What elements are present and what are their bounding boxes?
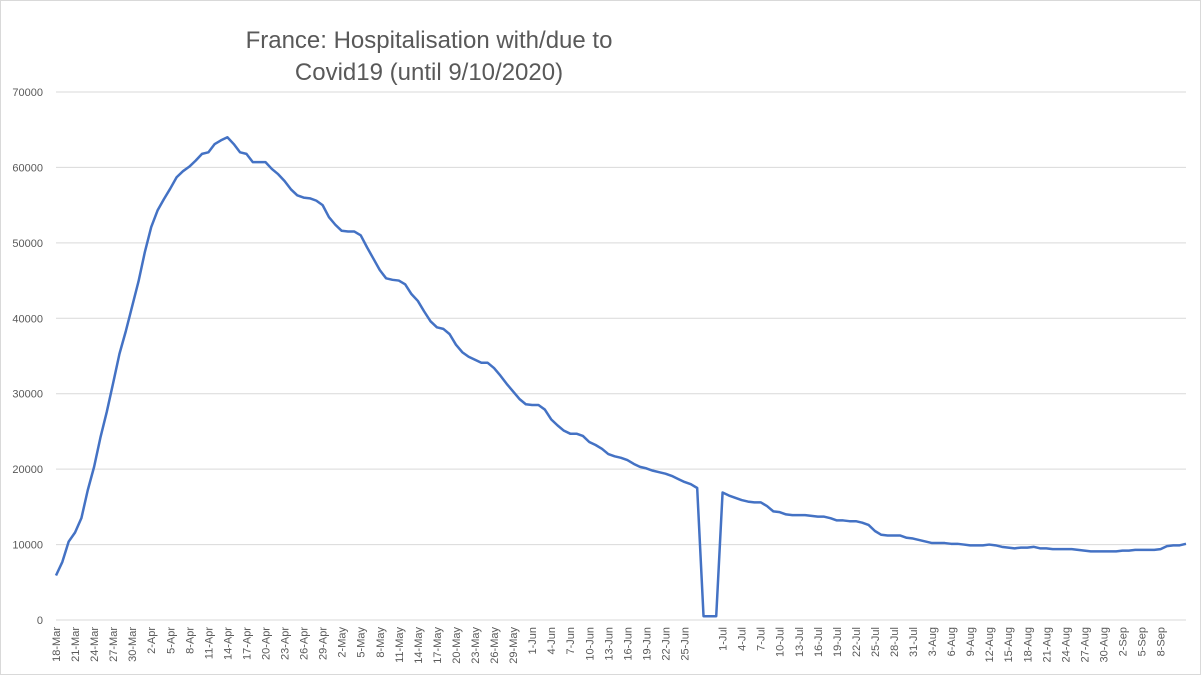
x-tick-label: 6-Aug [946,627,958,656]
x-tick-label: 13-Jul [794,627,806,657]
x-tick-label: 27-Aug [1079,627,1091,662]
x-tick-label: 13-Jun [603,627,615,661]
x-tick-label: 4-Jun [546,627,558,655]
chart-title-line-1: France: Hospitalisation with/due to [246,27,613,54]
x-tick-label: 17-Apr [241,627,253,660]
x-tick-label: 5-Apr [165,627,177,654]
x-tick-label: 19-Jul [832,627,844,657]
x-tick-label: 25-Jul [870,627,882,657]
x-tick-label: 10-Jul [775,627,787,657]
x-tick-label: 29-Apr [318,627,330,660]
x-tick-label: 18-Mar [51,627,63,662]
x-tick-label: 18-Aug [1022,627,1034,662]
y-tick-label: 20000 [12,464,43,476]
x-tick-label: 2-May [337,627,349,658]
x-tick-label: 31-Jul [908,627,920,657]
x-tick-label: 7-Jun [565,627,577,655]
x-tick-label: 26-Apr [299,627,311,660]
x-tick-label: 16-Jul [813,627,825,657]
x-tick-label: 8-Apr [184,627,196,654]
y-axis-tick-labels: 0 10000 20000 30000 40000 50000 60000 70000 [12,87,43,627]
gridlines [56,91,1186,546]
y-tick-label: 0 [37,615,43,627]
y-tick-label: 10000 [12,540,43,552]
x-tick-label: 23-Apr [280,627,292,660]
x-tick-label: 21-Mar [70,627,82,662]
x-tick-label: 5-May [356,627,368,658]
x-tick-label: 2-Apr [146,627,158,654]
x-tick-label: 24-Mar [89,627,101,662]
x-tick-label: 21-Aug [1041,627,1053,662]
chart-title-line-2: Covid19 (until 9/10/2020) [295,59,563,86]
x-tick-label: 20-May [451,627,463,664]
y-tick-label: 70000 [12,87,43,99]
x-tick-label: 28-Jul [889,627,901,657]
x-tick-label: 4-Jul [737,627,749,651]
y-tick-label: 60000 [12,162,43,174]
x-tick-label: 27-Mar [108,627,120,662]
x-tick-label: 8-May [375,627,387,658]
x-tick-label: 10-Jun [584,627,596,661]
x-tick-label: 26-May [489,627,501,664]
y-tick-label: 30000 [12,389,43,401]
x-tick-label: 14-May [413,627,425,664]
x-tick-label: 9-Aug [965,627,977,656]
y-tick-label: 40000 [12,313,43,325]
x-tick-label: 8-Sep [1156,627,1168,656]
x-tick-label: 30-Mar [127,627,139,662]
x-tick-label: 24-Aug [1060,627,1072,662]
x-tick-label: 11-May [394,627,406,663]
x-tick-label: 22-Jun [660,627,672,661]
x-tick-label: 17-May [432,627,444,664]
x-tick-label: 11-Apr [203,627,215,660]
x-tick-label: 29-May [508,627,520,664]
x-tick-label: 12-Aug [984,627,996,662]
x-tick-label: 25-Jun [679,627,691,661]
x-tick-label: 1-Jun [527,627,539,655]
x-tick-label: 19-Jun [641,627,653,661]
x-tick-label: 3-Aug [927,627,939,656]
series-line-hospitalisations [54,136,1187,618]
x-tick-label: 2-Sep [1118,627,1130,656]
x-tick-label: 16-Jun [622,627,634,661]
x-tick-label: 7-Jul [756,627,768,651]
x-tick-label: 14-Apr [222,627,234,660]
x-tick-label: 23-May [470,627,482,664]
x-tick-label: 20-Apr [260,627,272,660]
x-axis-tick-labels: 18-Mar 21-Mar 24-Mar 27-Mar 30-Mar 2-Apr 5-Apr… [51,627,1168,664]
y-tick-label: 50000 [12,238,43,250]
x-tick-label: 30-Aug [1098,627,1110,662]
x-tick-label: 15-Aug [1003,627,1015,662]
x-tick-label: 1-Jul [718,627,730,651]
x-tick-label: 22-Jul [851,627,863,657]
x-tick-label: 5-Sep [1137,627,1149,656]
